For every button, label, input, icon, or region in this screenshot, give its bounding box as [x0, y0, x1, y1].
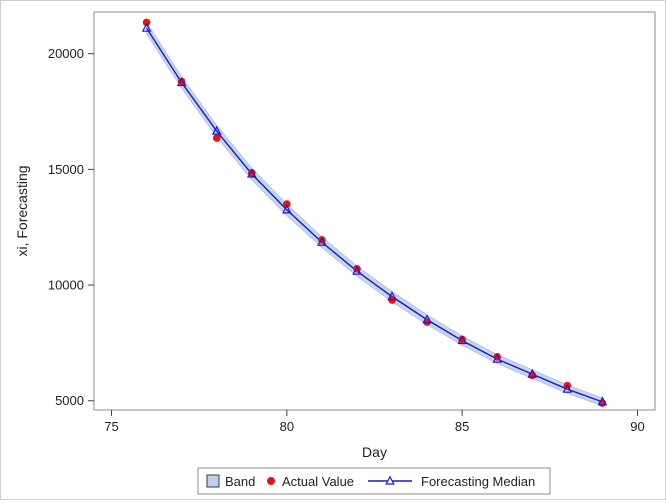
x-axis: 75 80 85 90 — [104, 410, 645, 434]
forecasting-median-point — [562, 383, 573, 393]
x-tick-label: 90 — [630, 419, 644, 434]
forecasting-median-point — [176, 77, 187, 87]
actual-value-point — [142, 18, 151, 27]
forecasting-median-point — [282, 204, 292, 214]
y-axis: 5000 10000 15000 20000 — [48, 46, 94, 408]
median-line-layer — [146, 27, 603, 403]
actual-value-point — [212, 134, 221, 142]
marker-layer — [141, 18, 608, 407]
x-tick-label: 85 — [455, 419, 469, 434]
legend-label-actual: Actual Value — [282, 474, 354, 489]
legend-label-median: Forecasting Median — [421, 474, 535, 489]
forecasting-median-point — [246, 168, 257, 178]
actual-value-point — [177, 77, 186, 86]
legend-median-marker — [385, 475, 395, 485]
legend-label-band: Band — [225, 474, 255, 489]
forecasting-median-point — [211, 125, 222, 135]
y-axis-label: xi, Forecasting — [14, 165, 30, 256]
forecasting-median-point — [387, 291, 397, 301]
legend-band-swatch — [206, 474, 220, 488]
forecast-band — [146, 21, 603, 407]
forecasting-median-point — [141, 22, 152, 32]
x-tick-label: 75 — [104, 419, 118, 434]
forecasting-median-point — [597, 396, 608, 406]
y-tick-label: 10000 — [48, 278, 84, 293]
forecasting-median-point — [422, 314, 432, 324]
legend-box — [197, 467, 551, 495]
series-line-forecasting-median — [146, 27, 603, 403]
legend: Band Actual Value Forecasting Median — [197, 467, 551, 495]
forecasting-median-point — [457, 335, 467, 345]
band-layer — [146, 21, 603, 407]
forecasting-median-point — [352, 265, 362, 275]
forecasting-median-point — [527, 368, 538, 378]
forecasting-median-point — [492, 353, 503, 363]
actual-value-point — [247, 169, 256, 177]
legend-actual-swatch — [267, 477, 275, 485]
actual-value-point — [458, 335, 466, 344]
y-tick-label: 15000 — [48, 162, 84, 177]
x-tick-label: 80 — [280, 419, 294, 434]
plot-area — [93, 11, 656, 411]
y-tick-label: 20000 — [48, 46, 84, 61]
y-tick-label: 5000 — [55, 393, 84, 408]
forecasting-median-point — [317, 236, 327, 246]
actual-value-point — [283, 200, 291, 208]
x-axis-label: Day — [362, 444, 387, 460]
